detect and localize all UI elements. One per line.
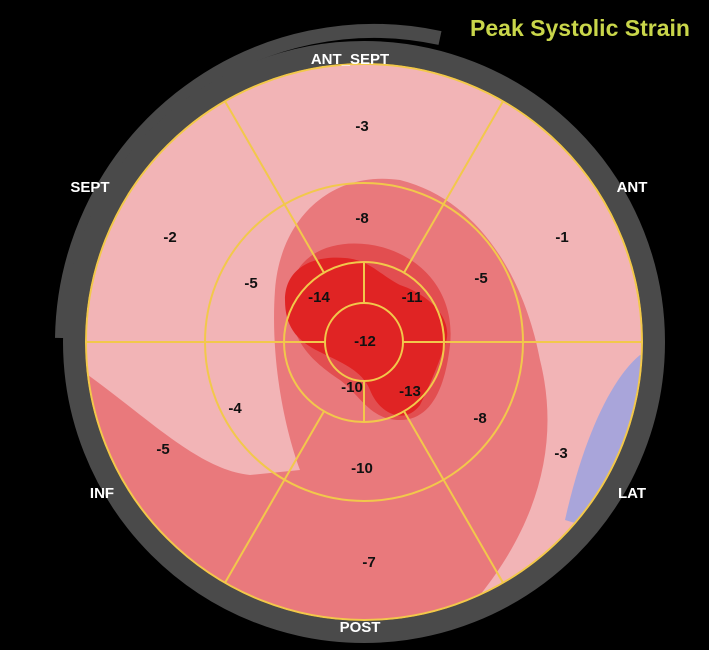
segment-divider	[403, 410, 504, 584]
segment-value: -14	[308, 289, 330, 306]
strongest-region	[285, 257, 448, 416]
segment-value: -3	[554, 445, 567, 462]
segment-value: -8	[355, 210, 368, 227]
wall-label: ANT	[617, 179, 648, 196]
segment-value: -11	[402, 289, 423, 306]
apex-value: -12	[354, 333, 376, 350]
positive-region	[565, 355, 642, 523]
segment-divider	[403, 100, 504, 274]
segment-divider	[224, 410, 325, 584]
segment-value: -7	[362, 554, 375, 571]
outer-band	[63, 41, 665, 643]
segment-value: -5	[244, 275, 257, 292]
wall-label: ANT_SEPT	[311, 51, 389, 68]
segment-divider	[224, 100, 325, 274]
segment-value: -10	[341, 379, 363, 396]
wall-label: LAT	[618, 485, 646, 502]
segment-value: -5	[474, 270, 487, 287]
segment-value: -2	[163, 229, 176, 246]
wall-label: SEPT	[70, 179, 109, 196]
segment-value: -1	[555, 229, 568, 246]
wall-label: INF	[90, 485, 114, 502]
segment-value: -13	[399, 383, 421, 400]
segment-value: -3	[355, 118, 368, 135]
segment-dividers	[85, 63, 643, 621]
segment-value: -10	[351, 460, 373, 477]
title: Peak Systolic Strain	[470, 15, 690, 41]
segment-value: -5	[156, 441, 169, 458]
wall-label: POST	[340, 619, 381, 636]
segment-value: -8	[473, 410, 486, 427]
segment-value: -4	[228, 400, 242, 417]
outer-band-tail	[55, 23, 442, 339]
